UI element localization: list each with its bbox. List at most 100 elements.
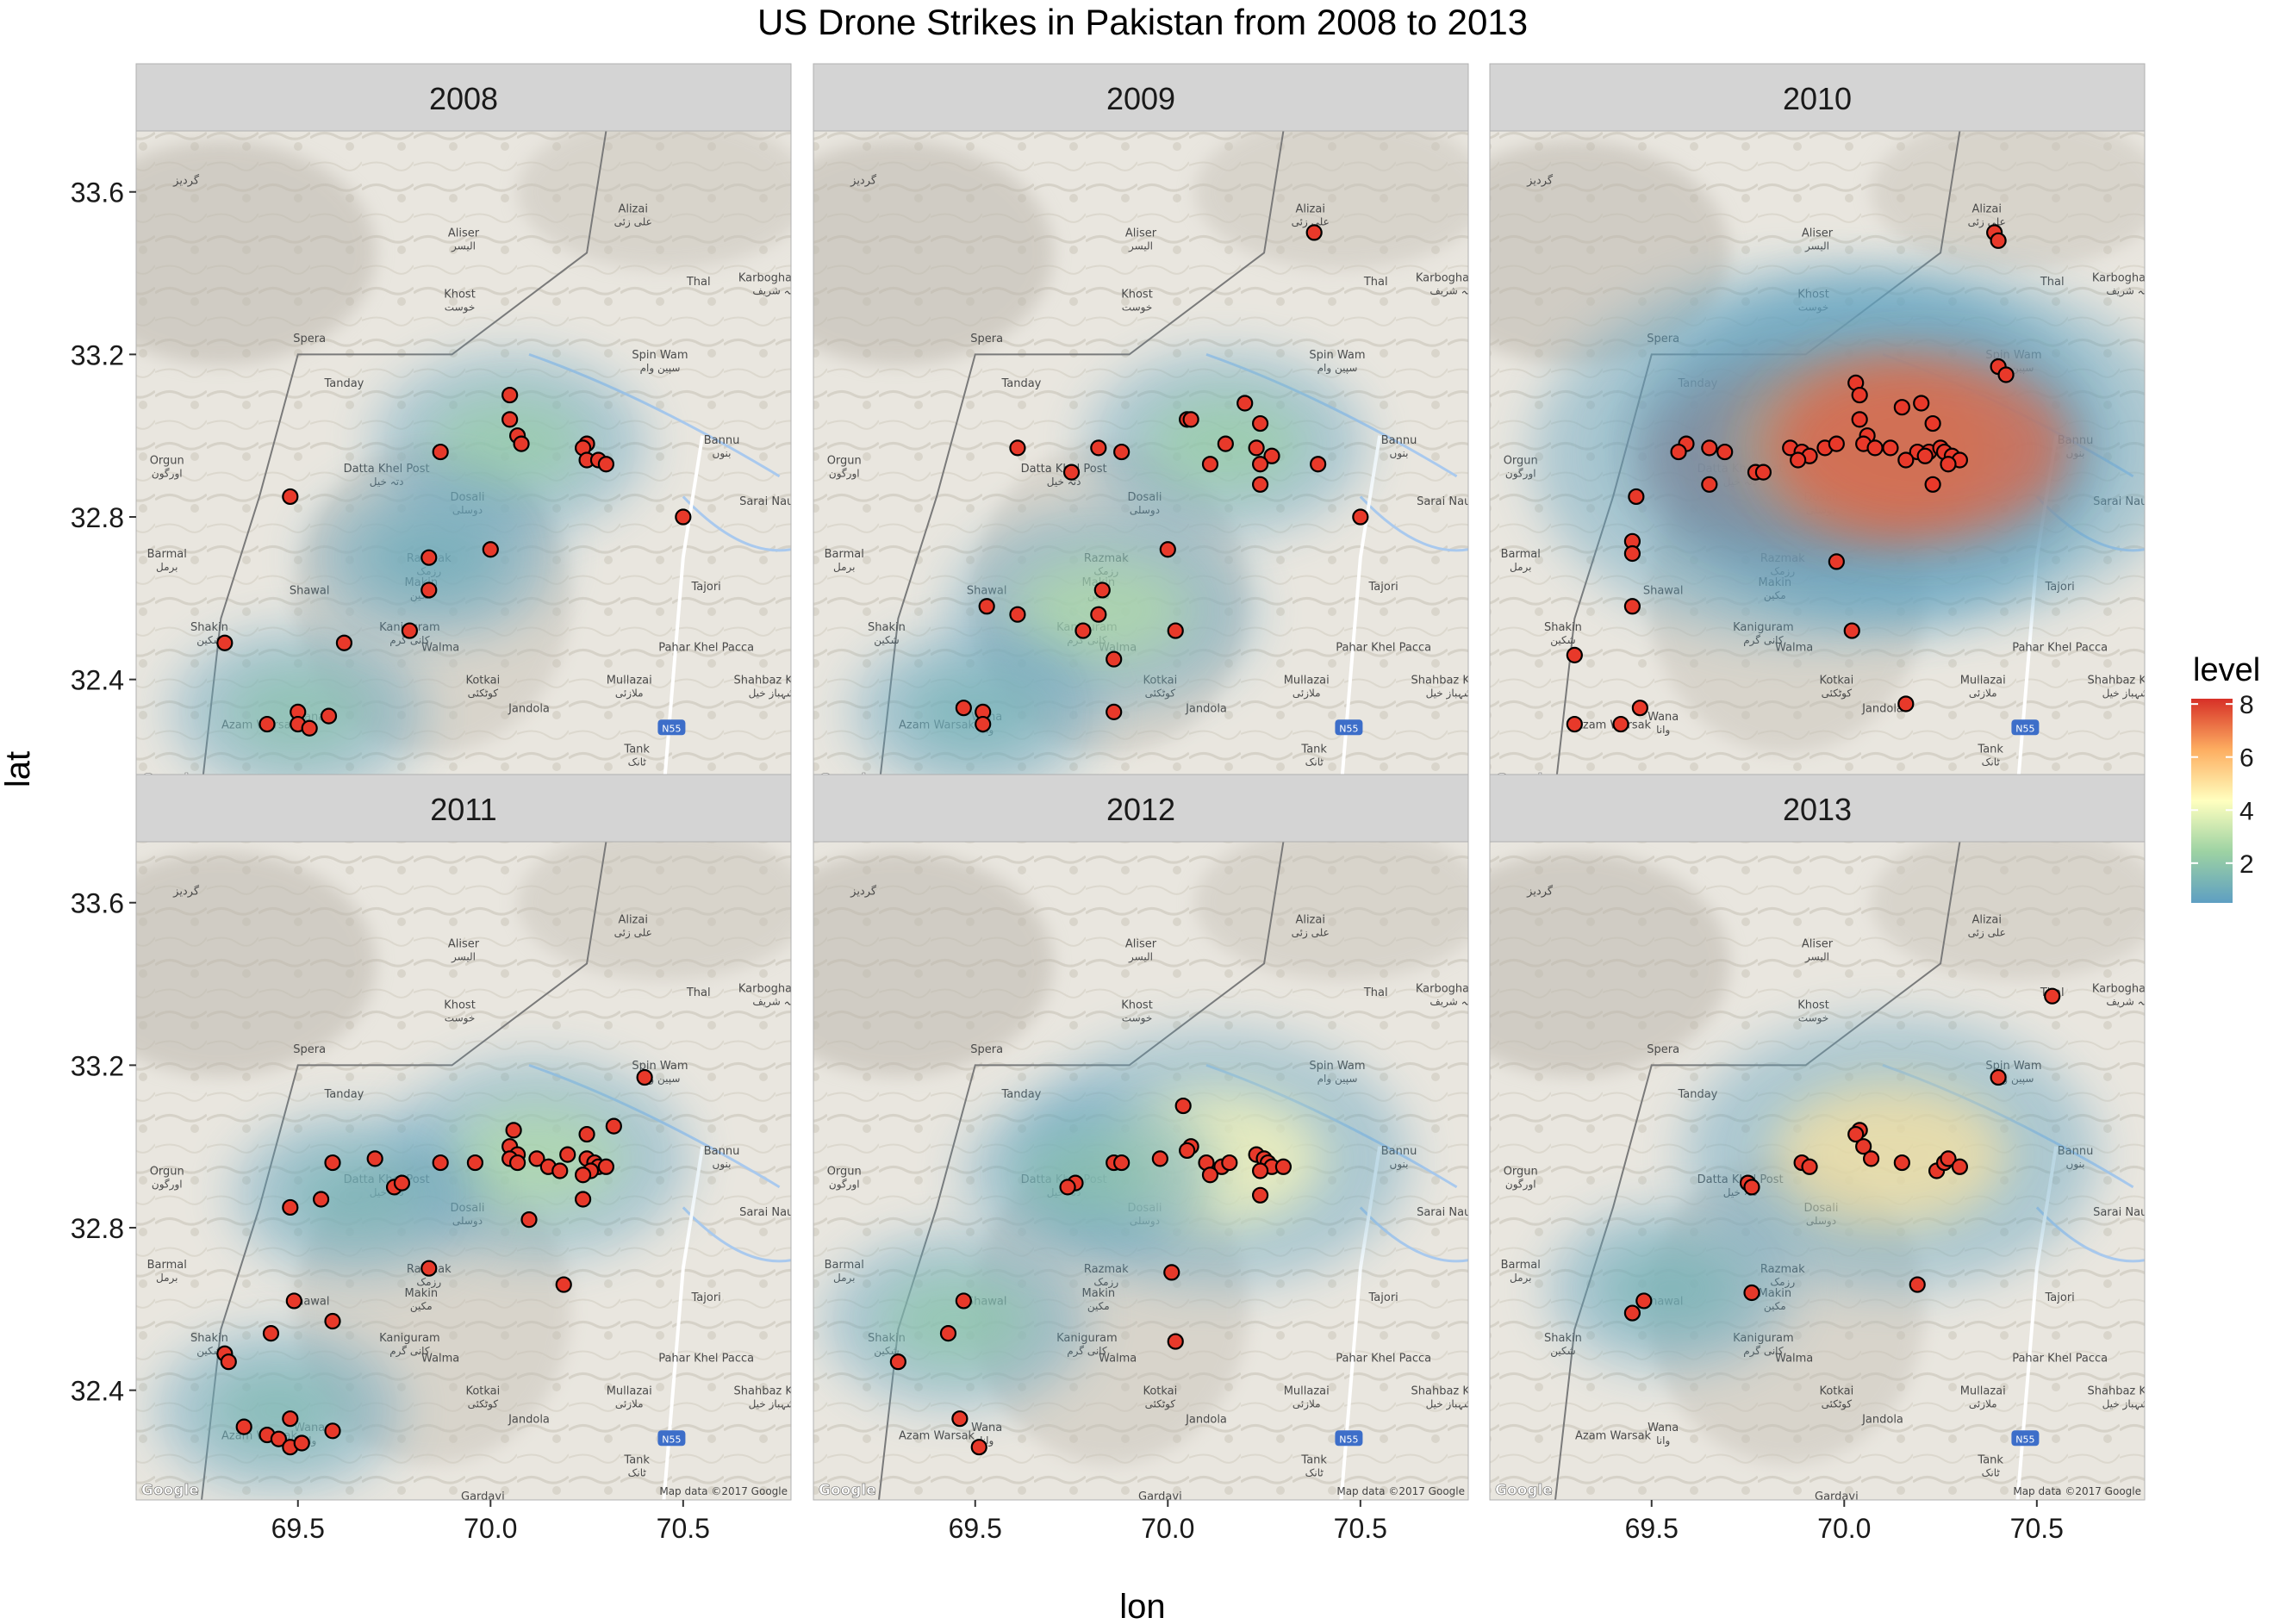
place-label: Shahbaz Khel [2088, 674, 2164, 687]
strike-point [1897, 695, 1915, 712]
place-label: Orgun [1504, 455, 1538, 468]
strike-point [1909, 1276, 1926, 1293]
strike-point [1251, 476, 1269, 493]
place-label-native: برمل [156, 1272, 178, 1285]
place-label: Alizai [618, 202, 648, 215]
x-tick-label: 69.5 [1625, 1513, 1679, 1544]
strike-point [501, 411, 519, 428]
legend-tick-label: 6 [2239, 744, 2254, 773]
panel-border [813, 841, 1469, 1501]
place-label: گردیز [1526, 173, 1554, 187]
strike-point [1106, 703, 1123, 720]
place-label: Thal [1363, 276, 1388, 289]
place-label: Tajori [691, 581, 721, 594]
place-label: Kotkai [465, 674, 500, 687]
place-label: Spin Wam [1309, 349, 1365, 362]
legend-ticks: 2 4 6 8 [2191, 691, 2254, 879]
strike-point [955, 700, 972, 717]
strike-point [216, 634, 234, 651]
strike-point [282, 1410, 299, 1428]
strike-point [1062, 464, 1081, 481]
y-axis-label: lat [0, 751, 37, 787]
place-label-native: اورگون [152, 468, 183, 481]
place-label: Karbogha Sharif [2092, 271, 2183, 284]
strike-point [235, 1418, 252, 1435]
strike-point [1701, 476, 1718, 493]
place-label-native: شکین [1550, 634, 1575, 647]
place-label-native: اليسر [1804, 951, 1829, 964]
strike-point [574, 1167, 592, 1184]
facet-strip [135, 774, 792, 843]
google-logo: Google [141, 1482, 199, 1499]
place-label-native: بنوں [713, 1158, 732, 1171]
strike-point [1635, 1292, 1653, 1310]
road-shield [1335, 1430, 1363, 1447]
place-label: Thal [1363, 986, 1388, 999]
strike-point [1701, 439, 1718, 457]
strike-point [1940, 456, 1957, 473]
legend-colorbar [2191, 699, 2233, 903]
strike-point [1897, 451, 1915, 469]
strike-point [578, 1125, 595, 1143]
place-label: Tajori [691, 1291, 721, 1304]
place-label: Pahar Khel Pacca [658, 1353, 754, 1366]
strike-point [432, 443, 449, 461]
strike-point [1924, 476, 1941, 493]
place-label: Spera [970, 1043, 1003, 1056]
place-label-native: ملازئی [1292, 1397, 1321, 1410]
place-label: Tank [1300, 744, 1327, 756]
place-label: Alizai [618, 913, 648, 926]
strike-point [555, 1276, 572, 1293]
legend-tick-label: 8 [2239, 691, 2254, 719]
facet-strip-label: 2012 [1106, 792, 1175, 827]
place-label-native: اورگون [1505, 468, 1536, 481]
place-label: Aliser [1802, 938, 1834, 951]
place-label-native: ٹانک [628, 756, 647, 768]
strike-point [1113, 443, 1131, 461]
country-border [201, 842, 607, 1500]
strike-point [285, 1292, 302, 1310]
place-label-native: کربوغہ شریف [1430, 995, 1492, 1008]
strike-point [1182, 411, 1199, 428]
density-core [1773, 1083, 2007, 1226]
place-label: Tanday [1000, 1088, 1041, 1101]
place-label: Alizai [1295, 202, 1325, 215]
strike-point [1893, 399, 1910, 416]
strike-point [1251, 1162, 1269, 1179]
place-label-native: شہباز خیل [1426, 687, 1473, 700]
legend-tick-label: 2 [2239, 850, 2254, 879]
place-label-native: اورگون [1505, 1179, 1536, 1192]
place-label-native: برمل [156, 561, 178, 574]
strike-point [1201, 1167, 1219, 1184]
facet-strip [813, 774, 1469, 843]
place-label: گردیز [850, 884, 877, 898]
place-label: Tanday [323, 1088, 364, 1101]
strike-point [466, 1154, 484, 1172]
strike-point [1623, 598, 1641, 615]
strike-point [420, 582, 438, 599]
place-label: Aliser [1125, 227, 1157, 240]
place-label: Gardavi [1138, 1490, 1182, 1503]
legend-title: level [2193, 652, 2260, 688]
place-label: Aliser [448, 938, 480, 951]
place-label-native: خوست [445, 1011, 475, 1024]
place-label: Khost [444, 288, 476, 301]
map-attribution: Map data ©2017 Google [1336, 1485, 1465, 1497]
strike-point [955, 1292, 972, 1310]
place-label: Makin [1082, 1287, 1116, 1300]
place-label: گردیز [1526, 884, 1554, 898]
road-shield [1335, 719, 1363, 736]
strike-point [1106, 650, 1123, 668]
place-label: Walma [1775, 642, 1813, 655]
strike-point [1201, 456, 1219, 473]
strike-point [1251, 414, 1269, 432]
place-label-native: کربوغہ شریف [1430, 284, 1492, 297]
terrain-shade [517, 842, 791, 980]
road-shield [2011, 1430, 2040, 1447]
place-label: Aliser [1125, 938, 1157, 951]
place-label: Walma [1099, 1353, 1137, 1366]
strike-point [559, 1146, 576, 1163]
place-label: Jandola [1185, 702, 1227, 715]
place-label-native: کوٹکئی [468, 1397, 499, 1410]
